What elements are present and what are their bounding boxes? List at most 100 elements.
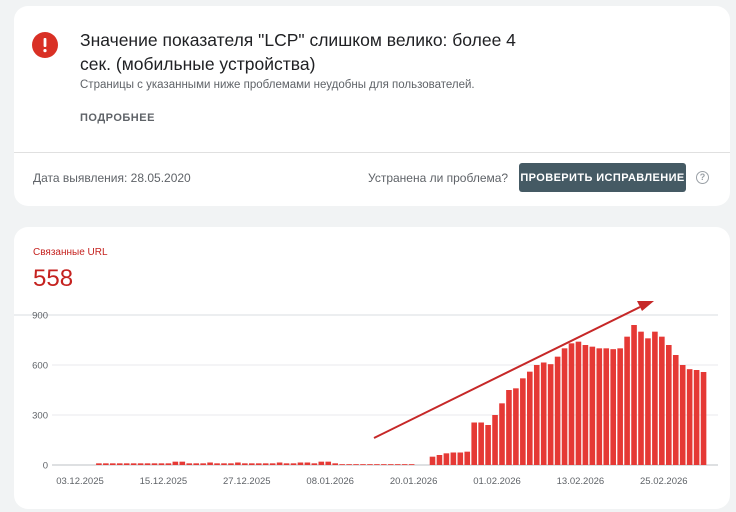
bar <box>214 463 220 465</box>
bar <box>631 325 637 465</box>
bar <box>506 390 512 465</box>
error-icon <box>32 32 58 58</box>
validate-fix-button[interactable]: ПРОВЕРИТЬ ИСПРАВЛЕНИЕ <box>519 163 686 192</box>
bar <box>242 463 248 465</box>
bar <box>269 463 276 465</box>
x-tick-label: 03.12.2025 <box>56 476 104 487</box>
bar <box>645 338 651 465</box>
bar <box>311 463 318 465</box>
bar <box>499 403 505 465</box>
bar <box>457 452 464 465</box>
bar <box>401 464 408 465</box>
bar <box>96 463 102 465</box>
bar <box>679 365 686 465</box>
bar <box>255 463 262 465</box>
bar <box>394 464 401 465</box>
divider <box>14 152 730 153</box>
bar <box>165 463 172 465</box>
y-tick-label: 300 <box>32 411 48 422</box>
bar <box>450 452 457 465</box>
bar <box>672 355 679 465</box>
bar <box>200 463 206 465</box>
bar <box>346 464 352 465</box>
y-tick-label: 900 <box>32 311 48 322</box>
trend-arrow-head <box>637 301 654 311</box>
bar <box>520 378 526 465</box>
bar <box>304 462 311 465</box>
bar <box>638 331 644 465</box>
metric-value: 558 <box>33 265 74 292</box>
bar <box>360 464 366 465</box>
bar <box>144 463 151 465</box>
bar <box>207 462 213 465</box>
bar <box>693 370 700 465</box>
bar <box>283 463 290 465</box>
bar <box>116 463 123 465</box>
bar <box>666 345 672 465</box>
trend-arrow <box>373 306 641 439</box>
bar <box>381 464 387 465</box>
bar <box>123 463 130 465</box>
issue-subtitle: Страницы с указанными ниже проблемами не… <box>80 79 475 91</box>
bar <box>367 464 373 465</box>
x-tick-label: 20.01.2026 <box>390 476 438 487</box>
bar <box>596 348 603 465</box>
bar <box>589 346 596 465</box>
x-tick-label: 25.02.2026 <box>640 476 688 487</box>
x-tick-label: 15.12.2025 <box>140 476 188 487</box>
bar <box>249 463 255 465</box>
bar <box>700 372 707 465</box>
bar <box>575 341 582 465</box>
bar <box>374 464 380 465</box>
help-icon[interactable]: ? <box>696 171 709 184</box>
bar <box>603 348 610 465</box>
bar <box>158 463 165 465</box>
y-tick-label: 0 <box>43 461 48 472</box>
x-tick-label: 01.02.2026 <box>473 476 521 487</box>
bar <box>686 369 693 465</box>
bar <box>443 453 450 465</box>
bar <box>179 461 186 465</box>
bar <box>130 463 137 465</box>
bar <box>478 422 484 465</box>
bar <box>554 356 561 465</box>
bar <box>353 464 359 465</box>
bar <box>624 336 630 465</box>
bar <box>388 464 394 465</box>
bar <box>228 463 234 465</box>
bar <box>297 462 304 465</box>
bar <box>652 331 658 465</box>
metric-label: Связанные URL <box>33 247 108 258</box>
bar <box>235 462 241 465</box>
bar <box>172 461 179 465</box>
bar <box>332 463 338 465</box>
issue-card: Значение показателя "LCP" слишком велико… <box>14 6 730 206</box>
bar <box>464 451 471 465</box>
bar <box>471 422 477 465</box>
bar <box>221 463 227 465</box>
chart-card: 0 300 600 900 03.12.2025 15.12.2025 27.12.2025… <box>14 227 730 509</box>
bar <box>659 336 665 465</box>
bar <box>513 388 519 465</box>
bar <box>339 464 345 465</box>
detection-date: Дата выявления: 28.05.2020 <box>33 171 191 185</box>
learn-more-link[interactable]: ПОДРОБНЕЕ <box>80 112 155 124</box>
bar <box>325 461 332 465</box>
bar <box>186 463 193 465</box>
y-tick-label: 600 <box>32 361 48 372</box>
x-tick-label: 27.12.2025 <box>223 476 271 487</box>
bar <box>137 463 144 465</box>
bar <box>485 425 491 465</box>
bar <box>610 349 616 465</box>
bar <box>527 371 533 465</box>
bar <box>110 463 116 465</box>
bar <box>547 364 554 465</box>
bar <box>429 456 436 465</box>
bar <box>540 362 547 465</box>
bar <box>561 348 568 465</box>
bar <box>151 463 158 465</box>
bar <box>193 463 199 465</box>
bar <box>582 345 589 465</box>
affected-urls-chart: 0 300 600 900 03.12.2025 15.12.2025 27.12.2025… <box>14 301 718 487</box>
bar <box>103 463 109 465</box>
